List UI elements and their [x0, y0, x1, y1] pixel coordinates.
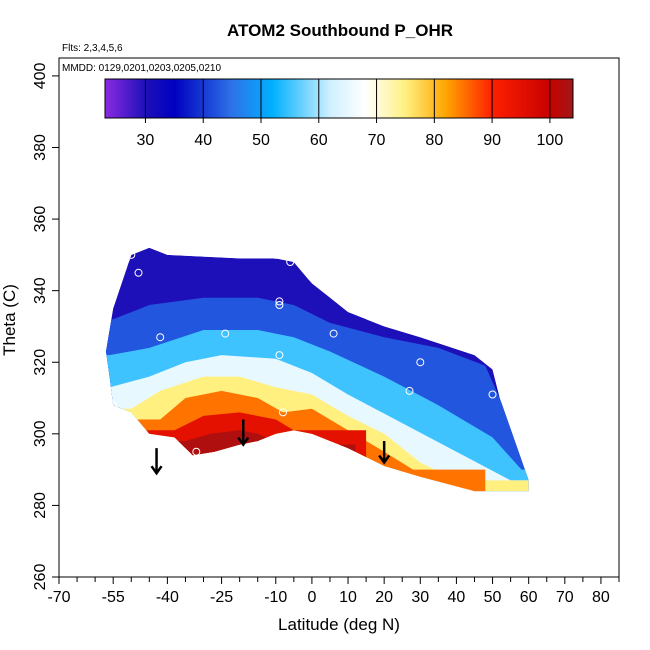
flight-point: [488, 390, 497, 399]
flight-point: [127, 250, 136, 259]
x-tick-label: -10: [264, 589, 287, 606]
flight-point: [134, 268, 143, 277]
y-axis-label: Theta (C): [0, 284, 19, 356]
colorbar: 30 40 50 60 70 80 90 100: [104, 78, 574, 149]
flight-point: [192, 447, 201, 456]
flights-annotation: Flts: 2,3,4,5,6: [62, 43, 123, 54]
colorbar-tick-label: 40: [194, 132, 212, 149]
y-axis: 260 280 300 320 340 360 380 400: [32, 62, 59, 590]
x-tick-label: 40: [448, 589, 466, 606]
x-tick-label: -25: [210, 589, 233, 606]
flight-point: [275, 351, 284, 360]
colorbar-tick-label: 90: [483, 132, 501, 149]
flight-point: [275, 301, 284, 309]
dates-annotation: MMDD: 0129,0201,0203,0205,0210: [62, 63, 221, 74]
field-band: [106, 297, 529, 492]
y-tick-label: 300: [32, 420, 49, 447]
flight-point: [275, 297, 284, 306]
colorbar-tick-label: 60: [310, 132, 328, 149]
x-tick-label: -40: [156, 589, 179, 606]
x-tick-label: 0: [307, 589, 316, 606]
flight-point: [271, 250, 280, 259]
colorbar-fill: [104, 78, 574, 119]
y-tick-label: 260: [32, 564, 49, 591]
x-tick-label: 20: [375, 589, 393, 606]
colorbar-tick-label: 50: [252, 132, 270, 149]
x-tick-label: 60: [520, 589, 538, 606]
flight-point: [221, 329, 230, 338]
colorbar-ticks: 30 40 50 60 70 80 90 100: [137, 79, 564, 149]
flight-point: [405, 386, 414, 395]
flight-points-layer: [109, 250, 497, 456]
x-tick-label: -70: [47, 589, 70, 606]
y-tick-label: 280: [32, 492, 49, 519]
arrow-head: [150, 465, 163, 476]
colorbar-tick-label: 30: [137, 132, 155, 149]
field-band: [113, 430, 356, 492]
arrows-layer: [150, 419, 391, 476]
x-tick-label: -55: [102, 589, 125, 606]
x-axis-label: Latitude (deg N): [278, 615, 400, 634]
y-tick-label: 340: [32, 277, 49, 304]
x-tick-label: 50: [484, 589, 502, 606]
colorbar-tick-label: 100: [537, 132, 564, 149]
x-tick-label: 10: [339, 589, 357, 606]
chart-title: ATOM2 Southbound P_OHR: [227, 21, 453, 40]
colorbar-tick-label: 70: [368, 132, 386, 149]
plot-frame: [58, 57, 620, 578]
x-axis: -70 -55 -40 -25 -10 0 10 20 30 40 50 60 70 80: [47, 577, 620, 606]
y-tick-label: 360: [32, 206, 49, 233]
arrow-head: [378, 454, 391, 465]
flight-point: [109, 401, 118, 410]
flight-point: [416, 358, 425, 367]
flight-point: [156, 333, 165, 342]
y-tick-label: 320: [32, 349, 49, 376]
colorbar-tick-label: 80: [425, 132, 443, 149]
flight-point: [279, 408, 287, 417]
flight-point: [329, 329, 338, 338]
x-tick-label: 30: [411, 589, 429, 606]
y-tick-label: 400: [32, 62, 49, 89]
x-tick-label: 80: [592, 589, 610, 606]
x-tick-label: 70: [556, 589, 574, 606]
field-layer: [106, 247, 529, 492]
field-bands: [106, 247, 529, 492]
arrow-head: [237, 436, 250, 447]
y-tick-label: 380: [32, 134, 49, 161]
flight-point: [286, 258, 295, 266]
